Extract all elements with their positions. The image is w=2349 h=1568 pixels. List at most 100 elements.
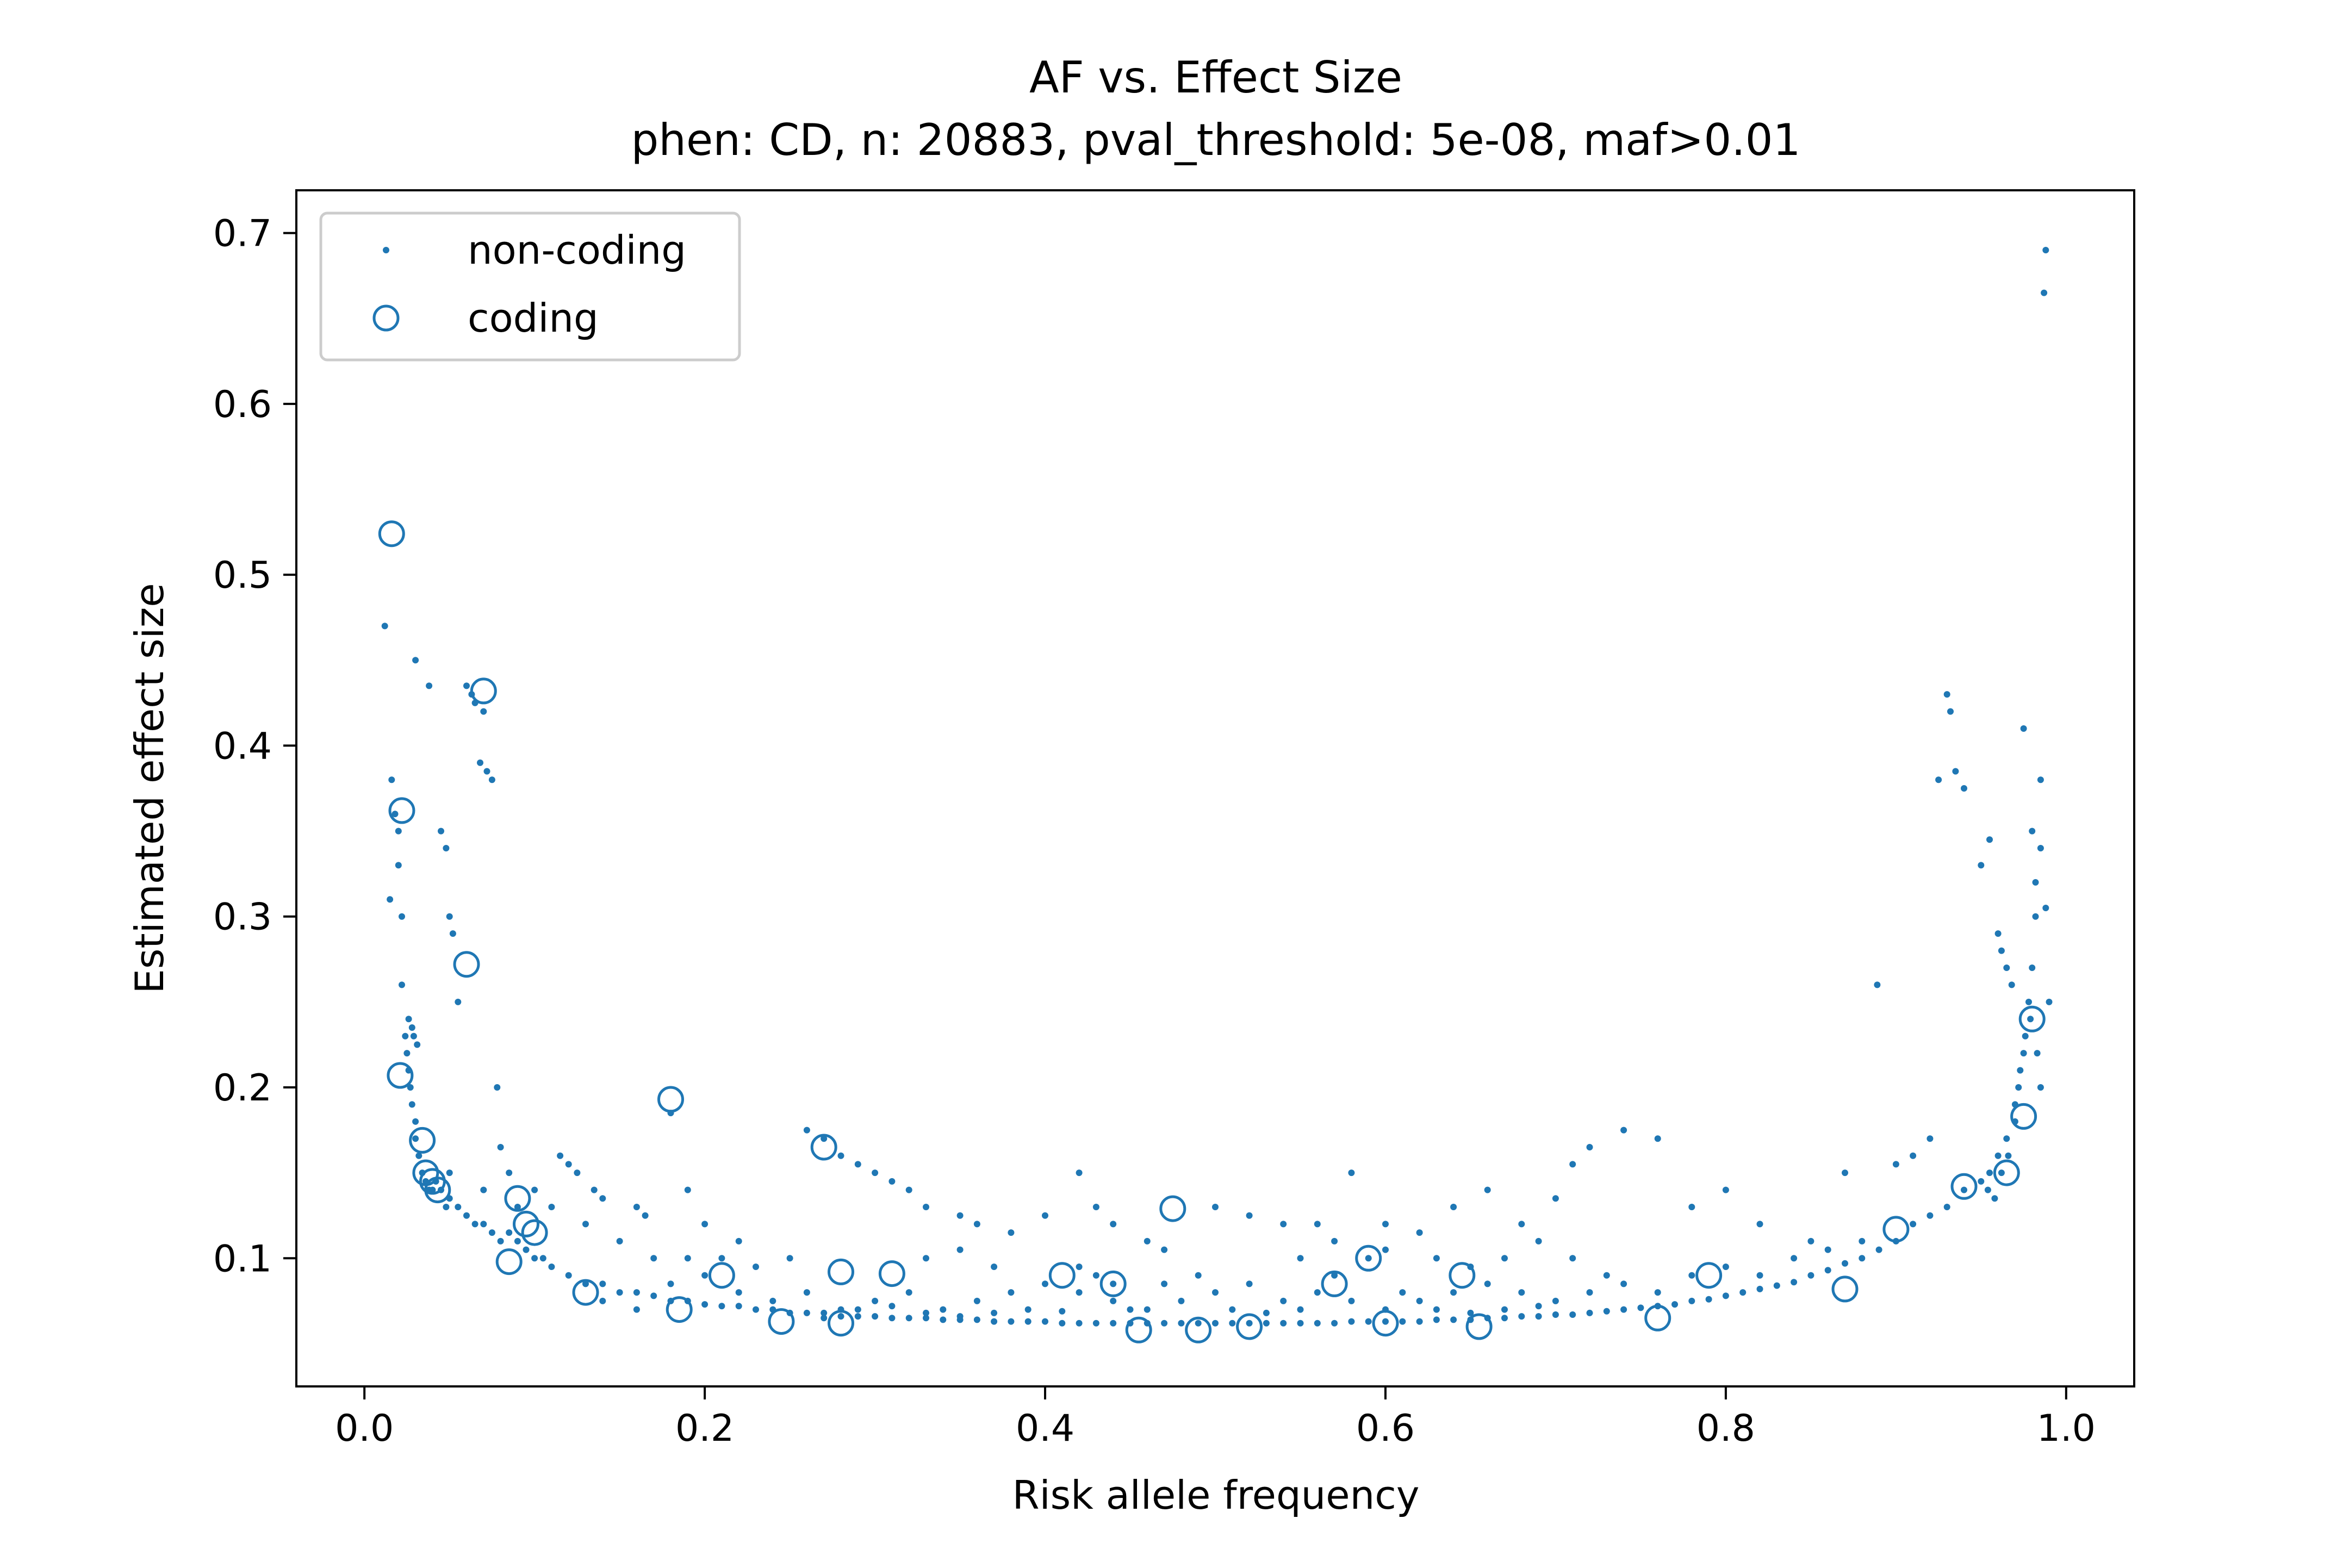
non-coding-point xyxy=(574,1169,581,1177)
non-coding-point xyxy=(1535,1313,1542,1320)
non-coding-point xyxy=(1467,1309,1474,1316)
coding-point xyxy=(1882,1216,1910,1243)
non-coding-point xyxy=(412,657,419,664)
non-coding-point xyxy=(1756,1285,1763,1292)
non-coding-point xyxy=(1314,1320,1321,1327)
non-coding-point xyxy=(1756,1272,1763,1279)
legend-circle-marker xyxy=(372,304,400,332)
non-coding-point xyxy=(1998,1169,2005,1177)
non-coding-point xyxy=(438,827,444,835)
non-coding-point xyxy=(633,1204,640,1210)
non-coding-point xyxy=(1991,1195,1998,1202)
non-coding-point xyxy=(1552,1311,1559,1318)
non-coding-point xyxy=(1110,1297,1117,1304)
non-coding-point xyxy=(888,1303,896,1310)
y-axis-label: Estimated effect size xyxy=(127,583,172,993)
coding-point xyxy=(424,1177,451,1204)
non-coding-point xyxy=(1416,1297,1423,1304)
non-coding-point xyxy=(1178,1320,1185,1327)
y-tick-label: 0.3 xyxy=(213,896,272,939)
non-coding-point xyxy=(821,1315,828,1322)
non-coding-point xyxy=(531,1255,538,1262)
non-coding-point xyxy=(667,1280,674,1287)
non-coding-point xyxy=(701,1221,709,1228)
non-coding-point xyxy=(1450,1289,1457,1296)
non-coding-point xyxy=(2042,247,2049,253)
non-coding-point xyxy=(1943,1204,1950,1210)
non-coding-point xyxy=(1586,1309,1593,1316)
non-coding-point xyxy=(1552,1195,1559,1202)
non-coding-point xyxy=(1910,1152,1917,1159)
non-coding-point xyxy=(399,913,405,920)
legend-label-coding: coding xyxy=(468,295,599,341)
non-coding-point xyxy=(1978,1178,1985,1185)
non-coding-point xyxy=(1484,1186,1491,1193)
non-coding-point xyxy=(1450,1204,1457,1210)
coding-point xyxy=(666,1296,693,1323)
non-coding-point xyxy=(1518,1313,1525,1320)
non-coding-point xyxy=(1008,1289,1015,1296)
non-coding-point xyxy=(1076,1320,1083,1327)
non-coding-point xyxy=(539,1255,546,1262)
non-coding-point xyxy=(1859,1255,1866,1262)
non-coding-point xyxy=(408,1024,415,1031)
non-coding-point xyxy=(1620,1306,1627,1313)
non-coding-point xyxy=(1620,1127,1627,1134)
non-coding-point xyxy=(1637,1304,1644,1311)
non-coding-point xyxy=(412,1135,419,1142)
non-coding-point xyxy=(1331,1320,1338,1327)
non-coding-point xyxy=(753,1264,759,1270)
non-coding-point xyxy=(1076,1169,1083,1177)
non-coding-point xyxy=(426,682,433,689)
coding-point xyxy=(387,1062,414,1089)
non-coding-point xyxy=(872,1297,879,1304)
non-coding-point xyxy=(1603,1308,1610,1315)
non-coding-point xyxy=(415,1152,422,1159)
non-coding-point xyxy=(1212,1204,1219,1210)
coding-point xyxy=(2010,1103,2037,1130)
non-coding-point xyxy=(557,1152,564,1159)
non-coding-point xyxy=(905,1315,912,1322)
non-coding-point xyxy=(2037,1084,2044,1091)
non-coding-point xyxy=(1161,1320,1168,1327)
non-coding-point xyxy=(2022,1032,2029,1040)
x-tick-label: 1.0 xyxy=(2037,1407,2096,1450)
non-coding-point xyxy=(1416,1229,1423,1236)
non-coding-point xyxy=(2042,905,2049,911)
non-coding-point xyxy=(1874,981,1881,988)
non-coding-point xyxy=(565,1161,572,1168)
non-coding-point xyxy=(1280,1221,1287,1228)
non-coding-point xyxy=(973,1316,980,1323)
non-coding-point xyxy=(905,1289,912,1296)
non-coding-point xyxy=(429,1186,436,1193)
non-coding-point xyxy=(1688,1204,1695,1210)
non-coding-point xyxy=(1984,1186,1991,1193)
non-coding-point xyxy=(956,1246,964,1253)
non-coding-point xyxy=(650,1255,657,1262)
non-coding-point xyxy=(837,1152,844,1159)
non-coding-point xyxy=(446,913,453,920)
coding-point xyxy=(495,1248,523,1275)
coding-point xyxy=(409,1127,436,1154)
non-coding-point xyxy=(483,768,490,775)
x-tick-label: 0.0 xyxy=(335,1407,394,1450)
non-coding-point xyxy=(1144,1237,1151,1245)
non-coding-point xyxy=(1008,1318,1015,1325)
non-coding-point xyxy=(2034,1050,2041,1057)
non-coding-point xyxy=(905,1186,912,1193)
non-coding-point xyxy=(1688,1272,1695,1279)
non-coding-point xyxy=(514,1204,521,1210)
non-coding-point xyxy=(1092,1272,1099,1279)
non-coding-point xyxy=(1280,1320,1287,1327)
non-coding-point xyxy=(1791,1279,1798,1286)
non-coding-point xyxy=(633,1289,640,1296)
non-coding-point xyxy=(1998,947,2005,954)
non-coding-point xyxy=(446,1169,453,1177)
non-coding-point xyxy=(872,1169,879,1177)
non-coding-point xyxy=(480,1221,487,1228)
non-coding-point xyxy=(1892,1161,1899,1168)
non-coding-point xyxy=(1127,1306,1134,1313)
non-coding-point xyxy=(412,1118,419,1125)
non-coding-point xyxy=(1978,862,1985,869)
non-coding-point xyxy=(1807,1237,1814,1245)
